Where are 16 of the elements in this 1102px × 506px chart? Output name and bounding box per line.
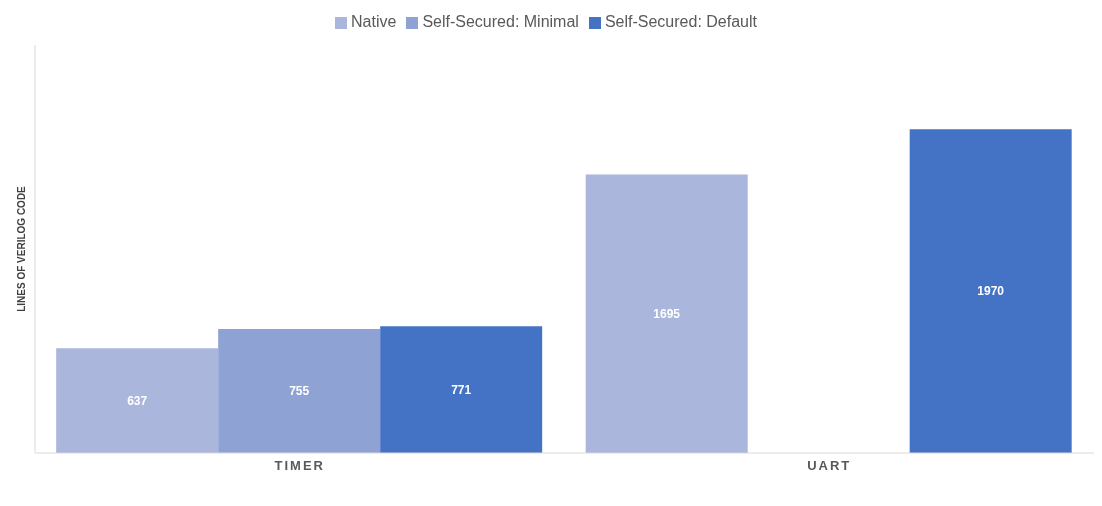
bar [56,348,219,453]
data-label: 637 [127,393,148,408]
data-label: 1695 [653,306,681,321]
y-axis-title: LINES OF VERILOG CODE [15,185,27,312]
bar [380,326,543,453]
data-label: 1970 [977,284,1005,299]
x-tick-label: TIMER [274,458,325,474]
legend-label: Self-Secured: Minimal [422,13,579,30]
x-tick-label: UART [807,458,852,474]
data-label: 771 [451,382,472,397]
bar [585,174,748,453]
legend-label: Native [351,13,397,30]
bar [909,129,1072,453]
data-label: 755 [289,384,310,399]
legend-label: Self-Secured: Default [604,13,757,30]
bar [218,328,381,453]
